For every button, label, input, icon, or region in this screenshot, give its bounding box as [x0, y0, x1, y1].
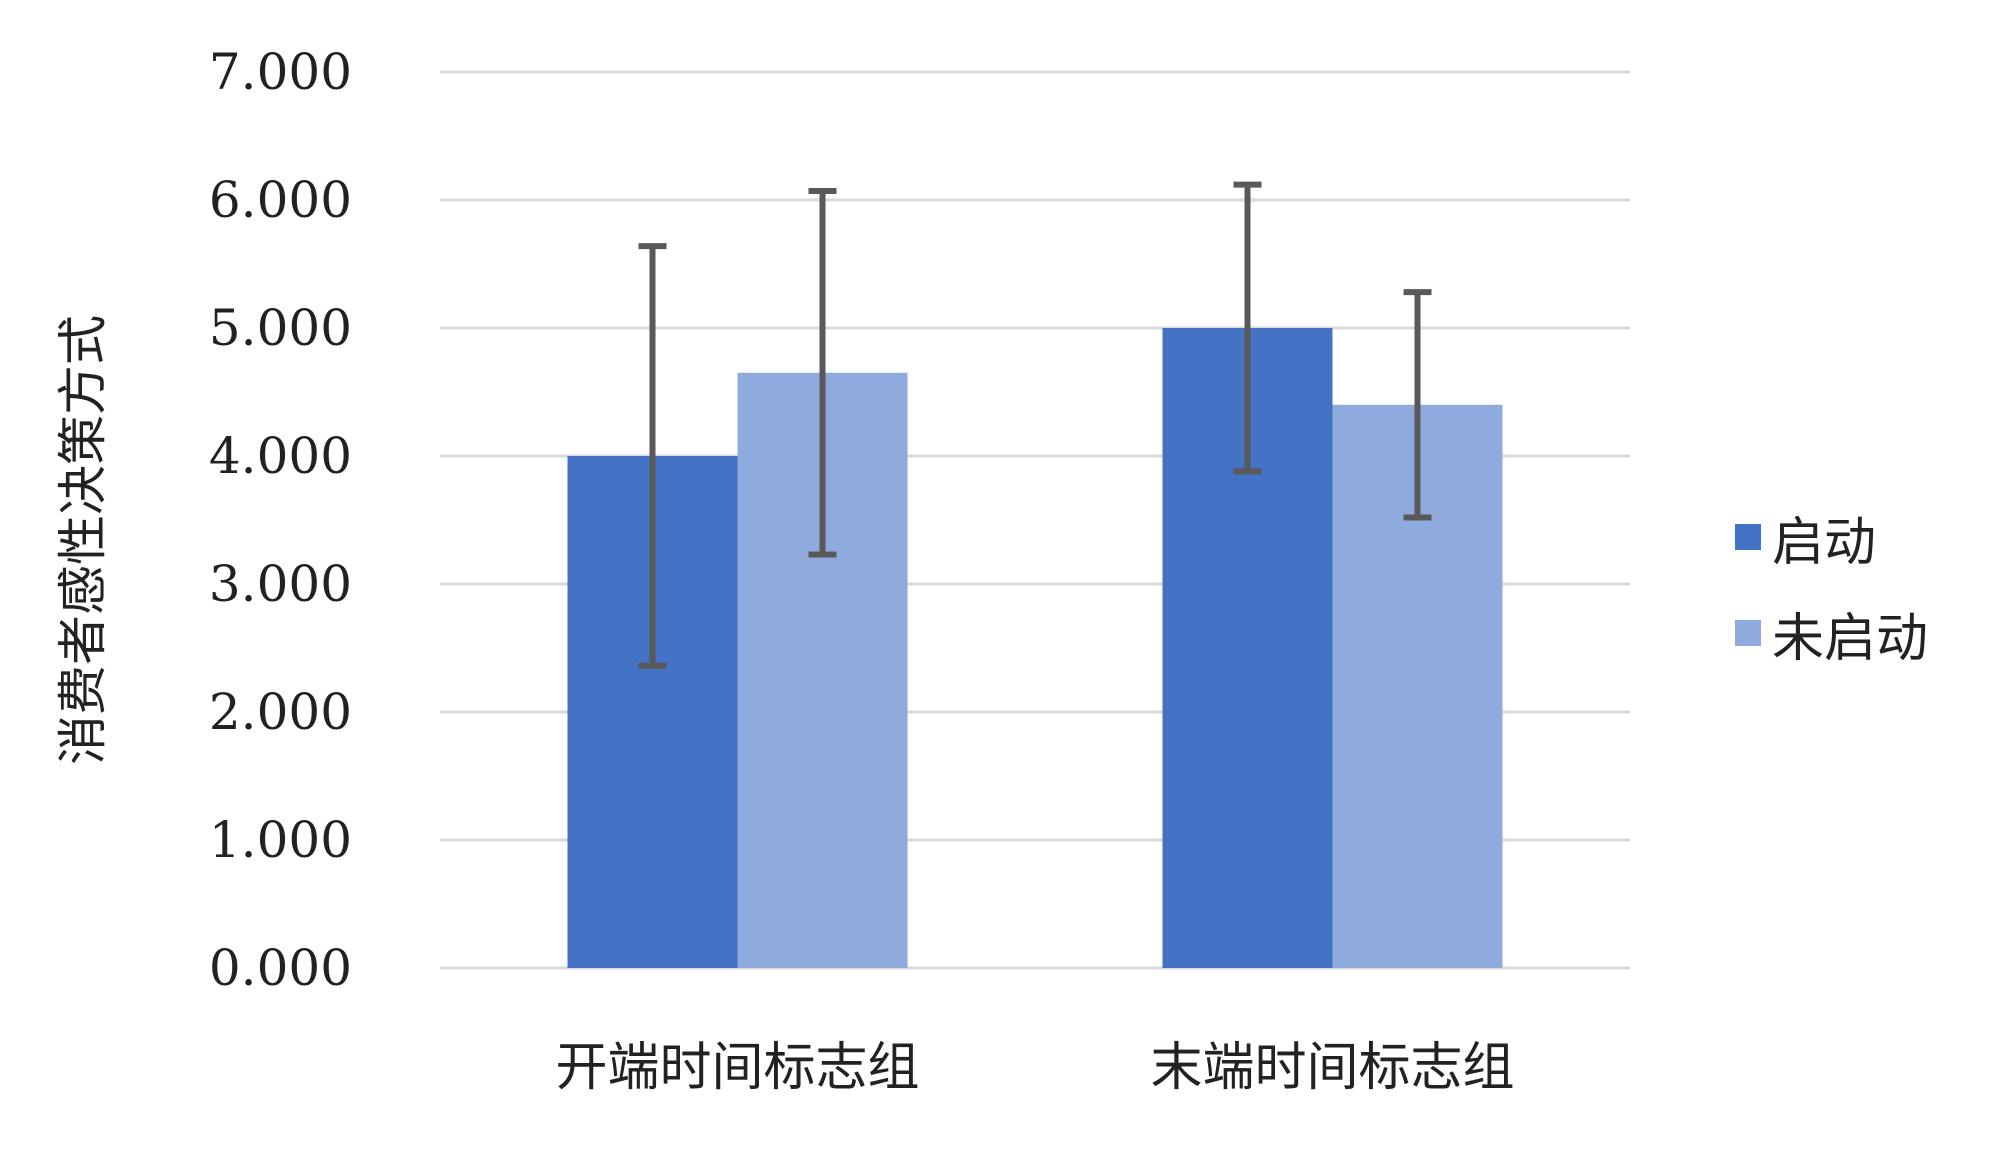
x-category-label: 开端时间标志组 [555, 1038, 919, 1098]
x-category-label: 末端时间标志组 [1150, 1038, 1514, 1098]
legend-label: 启动 [1772, 513, 1876, 573]
y-tick-label: 6.000 [209, 171, 352, 229]
y-tick-label: 0.000 [209, 939, 352, 997]
error-bar [808, 188, 837, 558]
y-tick-label: 1.000 [209, 811, 352, 869]
legend-swatch [1735, 620, 1761, 646]
error-bar [638, 243, 667, 669]
x-axis-categories: 开端时间标志组 末端时间标志组 [555, 1038, 1514, 1098]
y-tick-label: 4.000 [209, 427, 352, 485]
y-axis-title: 消费者感性决策方式 [54, 315, 112, 765]
error-bars [638, 181, 1432, 669]
bars [567, 328, 1503, 968]
legend-item: 启动 [1735, 513, 1876, 573]
error-bar [1403, 289, 1432, 521]
y-tick-label: 3.000 [209, 555, 352, 613]
y-tick-label: 7.000 [209, 43, 352, 101]
legend-swatch [1735, 524, 1761, 550]
legend-label: 未启动 [1772, 609, 1928, 669]
y-axis-ticks: 0.000 1.000 2.000 3.000 4.000 5.000 6.000 7.000 [209, 43, 352, 997]
error-bar [1233, 181, 1262, 475]
legend-item: 未启动 [1735, 609, 1928, 669]
y-tick-label: 5.000 [209, 299, 352, 357]
y-tick-label: 2.000 [209, 683, 352, 741]
